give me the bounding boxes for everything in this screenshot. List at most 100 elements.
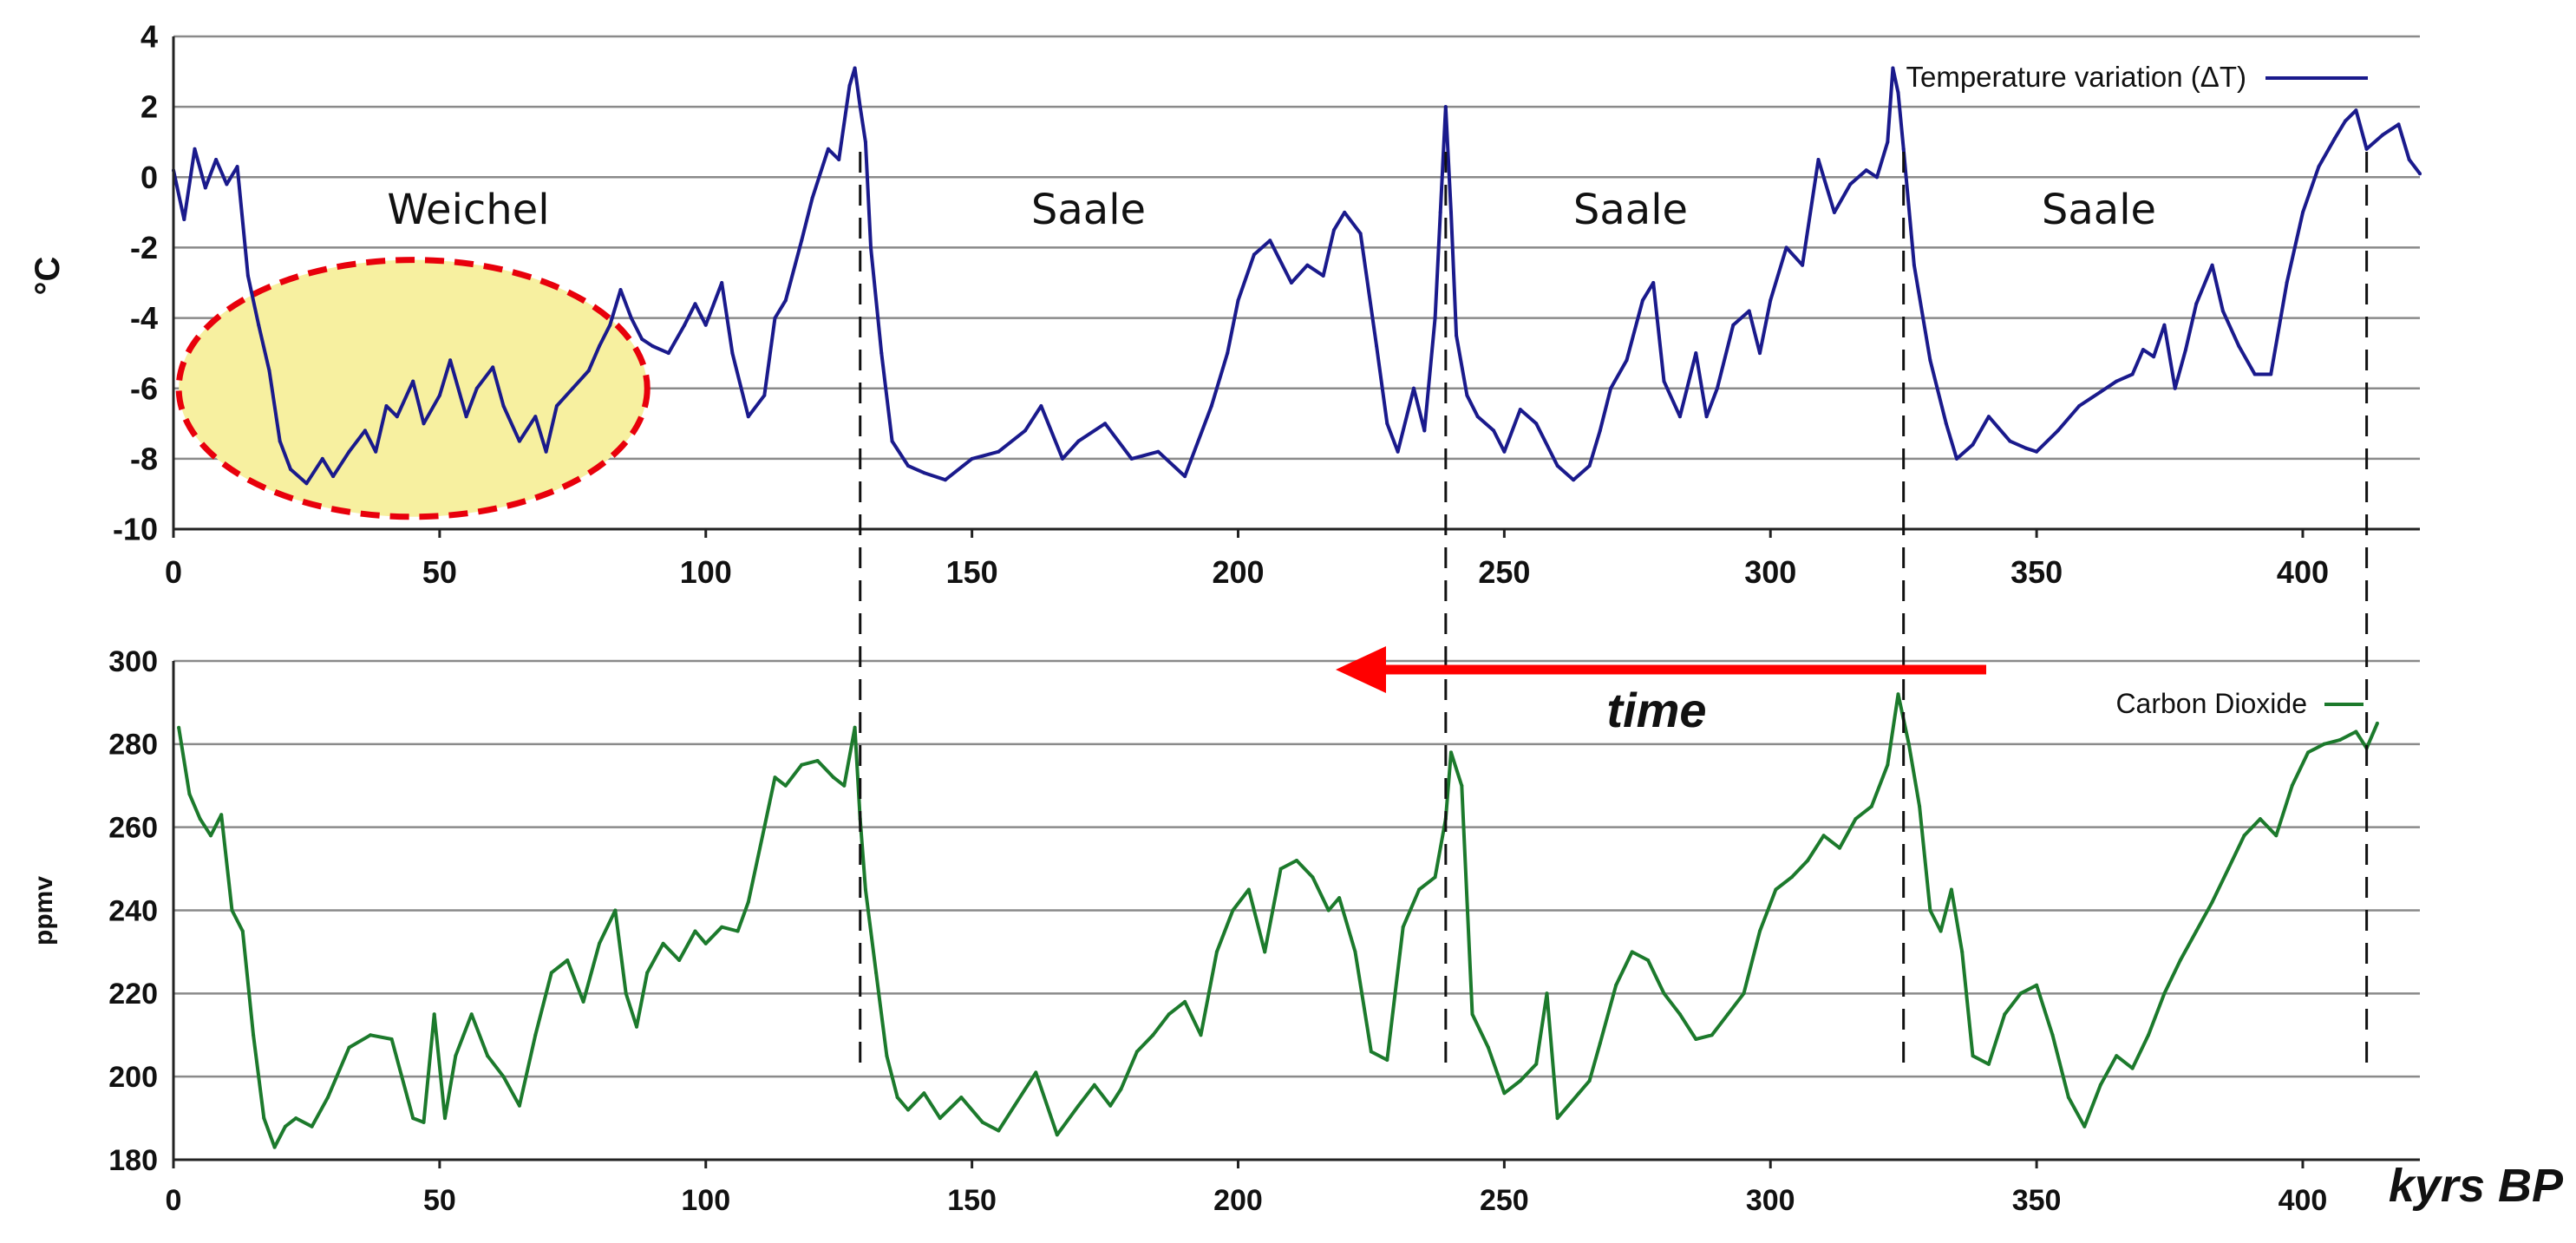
data-point bbox=[720, 281, 724, 285]
data-point bbox=[2152, 355, 2156, 359]
data-point bbox=[762, 393, 767, 397]
data-point bbox=[2184, 348, 2187, 352]
data-point bbox=[2381, 133, 2384, 137]
data-point bbox=[2194, 929, 2199, 933]
interglacial-dividers bbox=[859, 152, 2369, 1071]
data-point bbox=[2178, 958, 2182, 962]
data-point bbox=[970, 456, 974, 461]
x-tick-label: 0 bbox=[166, 1184, 182, 1217]
data-point bbox=[635, 1024, 638, 1029]
data-point bbox=[283, 1124, 287, 1129]
temperature-axes bbox=[172, 36, 2420, 538]
data-point bbox=[1769, 298, 1773, 303]
data-point bbox=[879, 351, 884, 356]
y-tick-label: 0 bbox=[141, 160, 158, 195]
data-point bbox=[1076, 1103, 1081, 1108]
data-point bbox=[853, 725, 857, 729]
data-point bbox=[959, 1096, 964, 1100]
data-point bbox=[1092, 1083, 1096, 1087]
data-point bbox=[1587, 1079, 1592, 1083]
data-point bbox=[1598, 429, 1602, 433]
data-point bbox=[1321, 273, 1325, 278]
data-point bbox=[1396, 449, 1400, 454]
data-point bbox=[2375, 721, 2379, 725]
data-point bbox=[235, 165, 239, 169]
data-point bbox=[1614, 983, 1618, 987]
temperature-ylabel: °C bbox=[29, 257, 67, 296]
data-point bbox=[1502, 449, 1507, 454]
data-point bbox=[997, 449, 1001, 454]
data-point bbox=[2018, 991, 2023, 996]
data-point bbox=[2337, 738, 2342, 742]
data-point bbox=[629, 316, 633, 320]
co2-legend: Carbon Dioxide bbox=[2115, 688, 2364, 719]
data-point bbox=[1518, 1079, 1522, 1083]
x-tick-label: 400 bbox=[2277, 554, 2329, 590]
data-point bbox=[363, 429, 367, 433]
data-point bbox=[2035, 983, 2039, 987]
data-point bbox=[874, 971, 879, 975]
y-tick-label: -8 bbox=[130, 441, 158, 476]
data-point bbox=[586, 369, 591, 373]
data-point bbox=[863, 887, 867, 892]
data-point bbox=[289, 468, 292, 471]
data-point bbox=[1630, 950, 1634, 954]
data-point bbox=[1694, 1037, 1698, 1041]
x-unit-label: kyrs BP bbox=[2389, 1160, 2564, 1212]
data-point bbox=[474, 386, 479, 390]
data-point bbox=[2003, 1012, 2007, 1017]
data-point bbox=[533, 415, 538, 419]
data-point bbox=[1375, 344, 1379, 348]
data-point bbox=[906, 1108, 910, 1112]
temperature-legend-label: Temperature variation (ΔT) bbox=[1906, 61, 2246, 93]
data-point bbox=[2242, 834, 2246, 838]
data-point bbox=[422, 1120, 426, 1124]
data-point bbox=[2407, 158, 2411, 161]
data-point bbox=[469, 1012, 474, 1017]
data-point bbox=[1433, 875, 1437, 880]
data-point bbox=[2210, 900, 2214, 904]
data-point bbox=[437, 393, 441, 397]
data-point bbox=[1449, 750, 1453, 755]
data-point bbox=[1076, 439, 1081, 443]
data-point bbox=[2130, 372, 2135, 376]
data-point bbox=[1034, 1070, 1038, 1075]
data-point bbox=[746, 900, 750, 904]
data-point bbox=[1438, 210, 1442, 214]
data-point bbox=[1971, 442, 1975, 447]
y-tick-label: 2 bbox=[141, 89, 158, 125]
y-tick-label: 220 bbox=[108, 978, 158, 1011]
data-point bbox=[1502, 1091, 1507, 1096]
data-point bbox=[1906, 742, 1911, 746]
data-point bbox=[1343, 210, 1347, 214]
data-point bbox=[1625, 358, 1629, 363]
data-point bbox=[257, 323, 261, 327]
data-point bbox=[1677, 415, 1682, 419]
data-point bbox=[369, 1033, 373, 1037]
data-point bbox=[193, 147, 197, 151]
data-point bbox=[2050, 1033, 2055, 1037]
data-point bbox=[1412, 386, 1415, 390]
data-point bbox=[2098, 389, 2102, 394]
data-point bbox=[618, 288, 623, 292]
x-tick-label: 150 bbox=[947, 1184, 997, 1217]
data-point bbox=[517, 439, 521, 443]
data-point bbox=[1949, 887, 1953, 892]
data-point bbox=[837, 158, 841, 161]
data-point bbox=[1838, 846, 1841, 850]
data-point bbox=[1918, 804, 1922, 808]
time-arrow-head bbox=[1336, 646, 1386, 693]
data-point bbox=[1677, 1012, 1682, 1017]
x-tick-label: 150 bbox=[946, 554, 998, 590]
data-point bbox=[1806, 859, 1810, 862]
data-point bbox=[533, 1033, 538, 1037]
data-point bbox=[272, 1145, 277, 1149]
data-point bbox=[1252, 252, 1256, 257]
data-point bbox=[443, 1116, 447, 1121]
data-point bbox=[1337, 896, 1342, 900]
data-point bbox=[1758, 351, 1762, 356]
data-point bbox=[177, 725, 181, 729]
data-point bbox=[1129, 456, 1134, 461]
data-point bbox=[661, 941, 665, 945]
